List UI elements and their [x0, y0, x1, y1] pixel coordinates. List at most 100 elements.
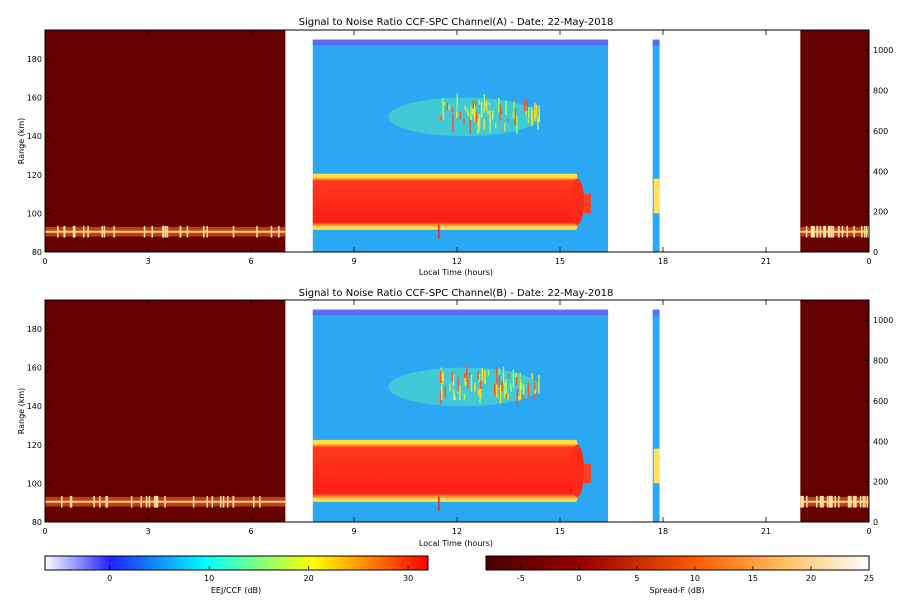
spread-f-echo-speck — [206, 495, 209, 508]
spread-f-echo-speck — [822, 495, 824, 508]
upper-echo-streak — [500, 109, 502, 115]
upper-echo-streak — [519, 372, 521, 378]
spread-f-echo-speck — [145, 495, 148, 508]
upper-echo-streak — [505, 393, 508, 399]
upper-echo-streak — [473, 104, 475, 117]
spread-f-echo-speck — [854, 495, 856, 508]
spread-f-echo-speck — [164, 225, 167, 238]
y-tick-label: 160 — [27, 94, 42, 103]
upper-echo-streak — [484, 101, 487, 106]
y2-tick-label: 400 — [873, 437, 888, 446]
upper-echo-streak — [498, 368, 501, 375]
upper-echo-streak — [474, 382, 476, 392]
spread-f-echo-speck — [61, 495, 63, 508]
upper-echo-streak — [470, 106, 472, 120]
strong-echo-tail — [570, 444, 585, 497]
upper-echo-streak — [449, 383, 451, 392]
spread-f-echo-speck — [219, 495, 222, 508]
colorbar-ticks: -5 0 5 10 15 20 25 — [517, 566, 874, 583]
x-axis-label: Local Time (hours) — [419, 539, 493, 548]
upper-echo-streak — [481, 368, 483, 381]
upper-echo-streak — [478, 389, 480, 396]
upper-echo-streak — [440, 370, 442, 384]
x-axis-label: Local Time (hours) — [419, 268, 493, 277]
upper-echo-streak — [459, 111, 462, 120]
y2-tick-label: 200 — [873, 478, 888, 487]
upper-echo-streak — [522, 384, 525, 399]
spread-f-echo-speck — [810, 225, 813, 238]
upper-echo-streak — [519, 378, 522, 390]
y-tick-label: 140 — [27, 132, 42, 141]
upper-echo-streak — [472, 107, 474, 115]
x-tick-label: 0 — [866, 527, 871, 536]
spread-f-echo-speck — [140, 495, 143, 508]
colorbar-tick-label: 0 — [107, 574, 112, 583]
upper-echo-streak — [459, 385, 461, 400]
upper-echo-streak — [508, 374, 510, 379]
upper-echo-streak — [448, 104, 450, 110]
panel-channel-b: Signal to Noise Ratio CCF-SPC Channel(B)… — [17, 288, 893, 548]
spread-f-echo-speck — [827, 225, 830, 238]
y2-tick-label: 400 — [873, 167, 888, 176]
upper-echo-streak — [491, 113, 494, 121]
upper-echo-streak — [477, 118, 479, 134]
spread-f-echo-speck — [846, 225, 848, 238]
upper-echo-streak — [498, 97, 500, 113]
spread-f-echo-speck — [852, 495, 855, 508]
x-tick-label: 21 — [761, 257, 771, 266]
upper-echo-streak — [503, 382, 506, 399]
spread-f-echo-speck — [101, 225, 103, 238]
upper-echo-streak — [514, 108, 517, 126]
eej-strip-top-band — [652, 309, 660, 316]
spread-f-echo-speck — [832, 225, 835, 238]
spread-f-echo-speck — [863, 225, 866, 238]
upper-echo-streak — [494, 123, 497, 129]
upper-echo-streak — [498, 374, 501, 388]
strong-echo-tail — [570, 178, 585, 225]
y2-tick-label: 800 — [873, 87, 888, 96]
y-tick-label: 120 — [27, 171, 42, 180]
upper-echo-streak — [531, 110, 533, 126]
colorbar-eej: 0 10 20 30 EEJ/CCF (dB) — [44, 555, 429, 595]
x-tick-label: 18 — [658, 527, 668, 536]
upper-echo-streak — [516, 115, 518, 134]
spread-f-echo-speck — [192, 495, 195, 508]
spread-f-echo-speck — [829, 495, 832, 508]
upper-echo-streak — [526, 99, 528, 116]
upper-echo-streak — [512, 369, 515, 388]
colorbar-gradient — [44, 555, 429, 571]
panel-title: Signal to Noise Ratio CCF-SPC Channel(B)… — [299, 288, 614, 299]
upper-echo-streak — [484, 370, 486, 382]
upper-echo-streak — [489, 118, 491, 133]
upper-echo-streak — [499, 103, 501, 121]
panel-title: Signal to Noise Ratio CCF-SPC Channel(A)… — [299, 17, 614, 28]
upper-echo-streak — [456, 111, 458, 119]
upper-echo-streak — [502, 366, 505, 385]
x-tick-label: 15 — [555, 527, 565, 536]
upper-echo-streak — [463, 373, 466, 379]
spread-f-echo-speck — [57, 225, 59, 238]
spread-f-block — [45, 300, 286, 522]
spread-f-echo-speck — [226, 495, 229, 508]
upper-echo-streak — [520, 382, 523, 391]
upper-echo-streak — [442, 373, 444, 381]
upper-echo-streak — [538, 116, 540, 122]
strong-echo — [312, 442, 578, 499]
spread-f-echo-speck — [847, 495, 850, 508]
axes: 0 3 6 9 12 15 18 21 0801001201401601800200400600… — [27, 30, 893, 266]
spread-f-echo-speck — [850, 495, 852, 508]
upper-echo-streak — [466, 109, 468, 114]
colorbar-tick-label: 30 — [403, 574, 413, 583]
upper-echo-streak — [487, 111, 489, 115]
x-tick-label: 21 — [761, 527, 771, 536]
spread-f-echo-speck — [232, 495, 234, 508]
y-axis-label: Range (km) — [17, 118, 26, 165]
spread-f-echo-speck — [203, 225, 205, 238]
upper-echo-streak — [496, 368, 498, 385]
spread-f-echo-speck — [801, 495, 803, 508]
upper-echo-layer — [388, 367, 540, 407]
upper-echo-streak — [452, 114, 454, 132]
upper-echo-streak — [534, 389, 536, 395]
x-tick-label: 0 — [42, 527, 47, 536]
colorbar-tick-label: 20 — [304, 574, 314, 583]
